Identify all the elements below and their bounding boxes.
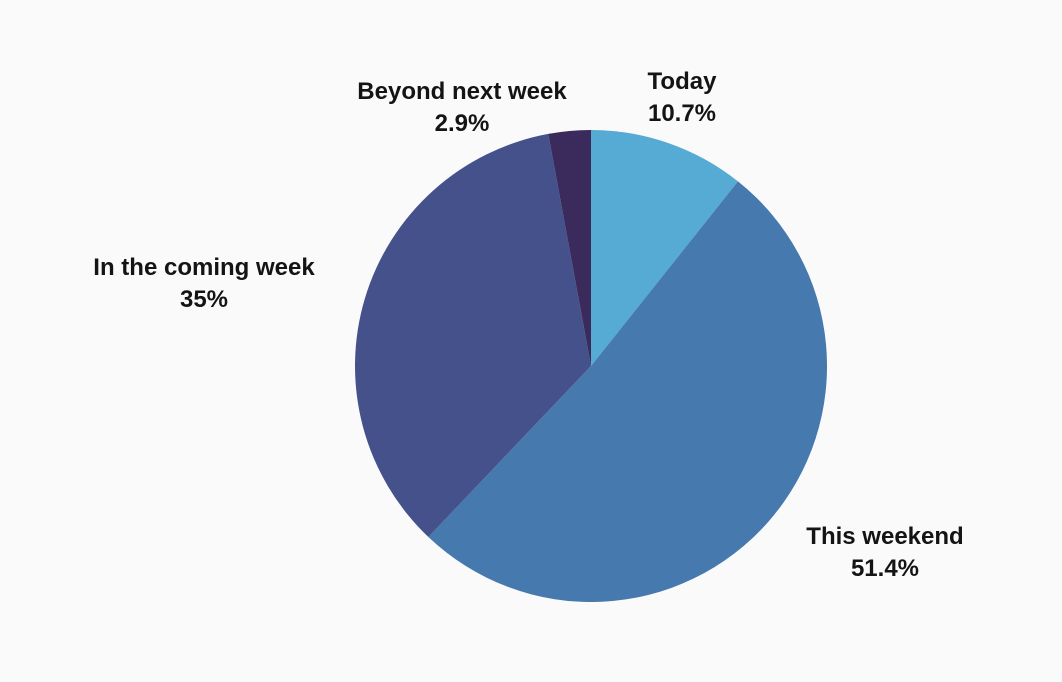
pie-slice-this-weekend [428,181,827,602]
slice-label-in-the-coming-week: In the coming week 35% [93,252,314,316]
pie-slice-in-the-coming-week [355,133,591,538]
slice-label-value: 2.9% [434,110,490,137]
slice-label-name: This weekend [806,523,964,550]
slice-label-name: Beyond next week [357,78,567,105]
slice-label-beyond-next-week: Beyond next week 2.9% [357,76,566,140]
slice-label-today: Today 10.7% [648,66,717,130]
slice-label-this-weekend: This weekend 51.4% [806,521,963,585]
slice-label-value: 10.7% [647,100,717,127]
slice-label-name: In the coming week [93,254,315,281]
pie-slice-beyond-next-week [548,130,591,366]
pie-slice-today [591,130,738,366]
slice-label-value: 51.4% [850,555,920,582]
slice-label-value: 35% [179,286,229,313]
pie-chart [355,130,827,602]
slice-label-name: Today [647,68,717,95]
